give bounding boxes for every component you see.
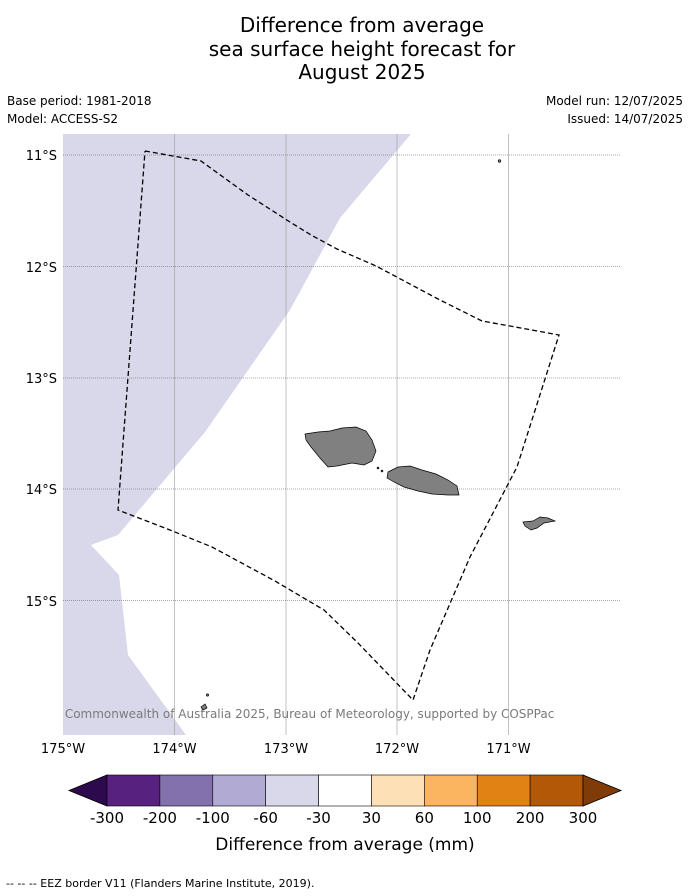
meta-left: Base period: 1981-2018 Model: ACCESS-S2 [7,94,152,130]
lat-label-13s: 13°S [26,372,57,387]
colorbar-tick-label: -300 [90,809,124,827]
colorbar-segment [424,774,478,807]
lat-label-14s: 14°S [26,483,57,498]
parallels [63,154,620,601]
lon-label-175w: 175°W [41,742,85,757]
lon-label-174w: 174°W [152,742,196,757]
lon-label-172w: 172°W [375,742,419,757]
lon-label-173w: 173°W [264,742,308,757]
lat-label-11s: 11°S [26,149,57,164]
colorbar-segment [265,774,319,807]
colorbar-segment [159,774,214,807]
island-savaii [304,426,377,468]
land [200,159,557,711]
islet-south-b [200,703,208,711]
island-upolu [386,465,460,496]
islet-south-a [206,693,209,697]
colorbar-extend-low [67,774,108,807]
colorbar-tick-label: -100 [196,809,230,827]
meta-right: Model run: 12/07/2025 Issued: 14/07/2025 [546,94,683,130]
colorbar-tick-label: -60 [253,809,278,827]
colorbar-segment [529,774,584,807]
base-period: Base period: 1981-2018 [7,94,152,108]
title-line-2: sea surface height forecast for [208,36,516,61]
colorbar-tick-label: -200 [143,809,177,827]
colorbar-segment [371,774,425,807]
colorbar-segment [318,774,372,807]
colorbar-tick-label: 300 [569,809,598,827]
colorbar-segment [212,774,266,807]
model-name: Model: ACCESS-S2 [7,112,119,126]
title-line-3: August 2025 [298,60,426,84]
lat-label-15s: 15°S [26,595,57,610]
colorbar-segment [106,774,161,807]
title-line-1: Difference from average [239,13,485,37]
map-panel: © Commonwealth of Australia 2025, Bureau… [49,134,620,735]
model-run: Model run: 12/07/2025 [545,94,683,108]
islet-manono [380,469,384,473]
colorbar [67,774,623,807]
issued-date: Issued: 14/07/2025 [567,112,683,126]
colorbar-tick-labels: -300 -200 -100 -60 -30 30 60 100 200 300 [90,809,597,827]
copyright-notice: © Commonwealth of Australia 2025, Bureau… [49,707,554,721]
map-title: Difference from average sea surface heig… [0,13,690,85]
graticule [174,134,509,735]
islet-north [497,159,502,163]
lon-label-171w: 171°W [486,742,530,757]
lat-label-12s: 12°S [26,261,57,276]
colorbar-tick-label: -30 [306,809,331,827]
island-tutuila [522,516,557,531]
colorbar-extend-high [582,774,623,807]
colorbar-tick-label: 100 [463,809,492,827]
anomaly-region [63,134,411,735]
colorbar-title: Difference from average (mm) [215,835,474,855]
colorbar-tick-label: 60 [415,809,434,827]
lat-labels: 11°S 12°S 13°S 14°S 15°S [26,149,57,610]
colorbar-tick-label: 30 [362,809,381,827]
colorbar-segment [476,774,531,807]
colorbar-tick-label: 200 [516,809,545,827]
eez-source-note: -- -- -- EEZ border V11 (Flanders Marine… [6,877,315,890]
islet-apolima [376,466,380,470]
lon-labels: 175°W 174°W 173°W 172°W 171°W [41,742,531,757]
eez-border [117,150,560,702]
